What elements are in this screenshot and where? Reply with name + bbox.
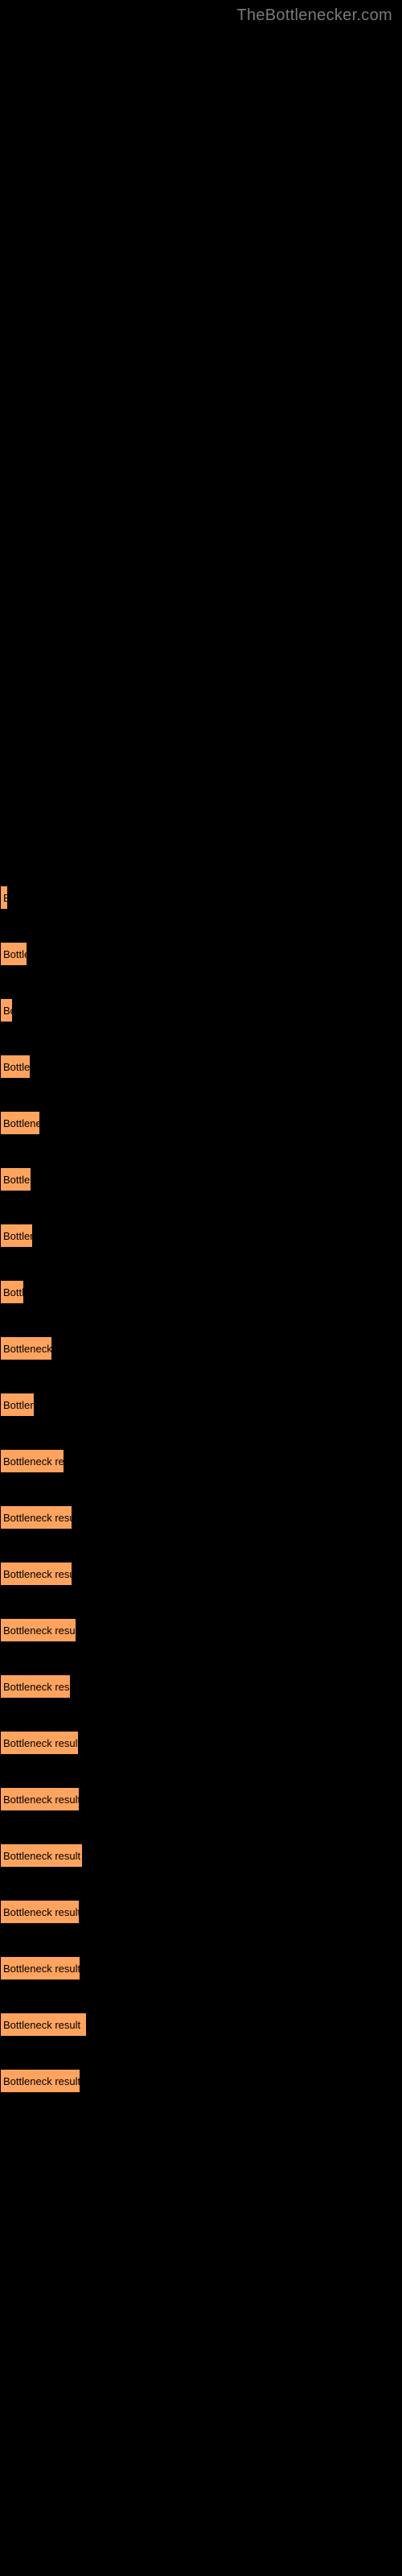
bar-label: Bottleneck result — [3, 2075, 80, 2087]
bar-row: Bottleneck result — [0, 1618, 76, 1642]
bar-label: Bottleneck result — [3, 1624, 76, 1637]
bar-label: Bottleneck result — [3, 1850, 80, 1862]
bar-row: Bottleneck result — [0, 1167, 31, 1191]
bar-label: Bottleneck result — [3, 1568, 72, 1580]
bottleneck-bar: Bottleneck result — [0, 1055, 31, 1079]
bar-row: Bottleneck result — [0, 1900, 80, 1924]
bar-row: Bottleneck result — [0, 886, 8, 910]
bottleneck-bar: Bottleneck result — [0, 1843, 83, 1868]
bar-label: Bottleneck result — [3, 1286, 24, 1298]
bar-label: Bottleneck result — [3, 1005, 13, 1017]
bar-row: Bottleneck result — [0, 1393, 35, 1417]
bar-row: Bottleneck result — [0, 1731, 79, 1755]
bottleneck-bar: Bottleneck result — [0, 1900, 80, 1924]
bottleneck-bar: Bottleneck result — [0, 1167, 31, 1191]
bottleneck-bar: Bottleneck result — [0, 998, 13, 1022]
bar-label: Bottleneck result — [3, 1343, 52, 1355]
bottleneck-bar: Bottleneck result — [0, 1956, 80, 1980]
bar-label: Bottleneck result — [3, 1963, 80, 1975]
bottleneck-bar: Bottleneck result — [0, 1111, 40, 1135]
bar-row: Bottleneck result — [0, 1562, 72, 1586]
bottleneck-bar: Bottleneck result — [0, 1280, 24, 1304]
bar-label: Bottleneck result — [3, 1399, 35, 1411]
bar-label: Bottleneck result — [3, 1230, 33, 1242]
bottleneck-bar: Bottleneck result — [0, 1336, 52, 1360]
bar-row: Bottleneck result — [0, 1449, 64, 1473]
bottleneck-bar: Bottleneck result — [0, 2069, 80, 2093]
bar-label: Bottleneck result — [3, 2019, 80, 2031]
bottleneck-bar: Bottleneck result — [0, 1787, 80, 1811]
bar-label: Bottleneck result — [3, 1512, 72, 1524]
bar-row: Bottleneck result — [0, 2013, 87, 2037]
bottleneck-bar: Bottleneck result — [0, 1618, 76, 1642]
bar-row: Bottleneck result — [0, 1505, 72, 1530]
bar-row: Bottleneck result — [0, 1787, 80, 1811]
bottleneck-bar: Bottleneck result — [0, 942, 27, 966]
bottleneck-bar: Bottleneck result — [0, 1674, 71, 1699]
bar-row: Bottleneck result — [0, 1280, 24, 1304]
bottleneck-bar: Bottleneck result — [0, 1505, 72, 1530]
bar-row: Bottleneck result — [0, 2069, 80, 2093]
bottleneck-bar: Bottleneck result — [0, 886, 8, 910]
bottleneck-bar: Bottleneck result — [0, 1449, 64, 1473]
bar-label: Bottleneck result — [3, 1117, 40, 1129]
bar-label: Bottleneck result — [3, 892, 8, 904]
bar-row: Bottleneck result — [0, 1055, 31, 1079]
bottleneck-bar: Bottleneck result — [0, 1731, 79, 1755]
bottleneck-bar: Bottleneck result — [0, 1224, 33, 1248]
bottleneck-bar: Bottleneck result — [0, 1393, 35, 1417]
bar-label: Bottleneck result — [3, 1681, 71, 1693]
bar-label: Bottleneck result — [3, 1455, 64, 1468]
bar-row: Bottleneck result — [0, 1224, 33, 1248]
bar-label: Bottleneck result — [3, 1906, 80, 1918]
bar-label: Bottleneck result — [3, 948, 27, 960]
bar-row: Bottleneck result — [0, 998, 13, 1022]
bar-row: Bottleneck result — [0, 1956, 80, 1980]
bottleneck-bar: Bottleneck result — [0, 1562, 72, 1586]
bar-label: Bottleneck result — [3, 1061, 31, 1073]
bar-row: Bottleneck result — [0, 1674, 71, 1699]
bar-row: Bottleneck result — [0, 1843, 83, 1868]
bar-label: Bottleneck result — [3, 1737, 79, 1749]
bar-row: Bottleneck result — [0, 1111, 40, 1135]
bar-label: Bottleneck result — [3, 1174, 31, 1186]
bar-row: Bottleneck result — [0, 942, 27, 966]
bar-row: Bottleneck result — [0, 1336, 52, 1360]
bottleneck-bar: Bottleneck result — [0, 2013, 87, 2037]
bar-label: Bottleneck result — [3, 1794, 80, 1806]
watermark-text: TheBottlenecker.com — [236, 6, 392, 25]
